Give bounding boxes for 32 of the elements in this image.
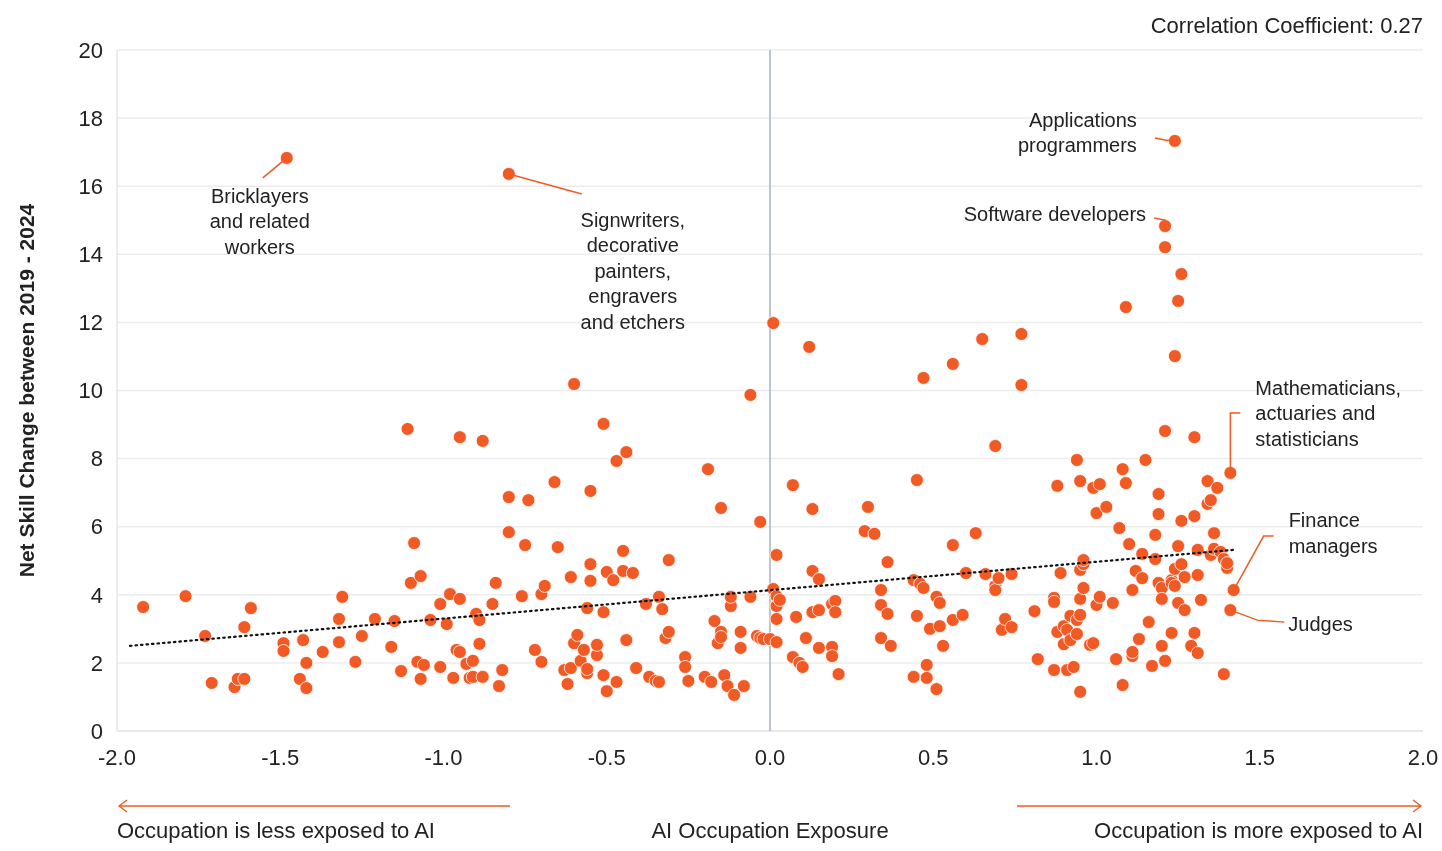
x-tick-label: 0.5: [917, 745, 949, 770]
annotation: Applications programmers: [1017, 108, 1137, 157]
x-tick-label: 2.0: [1407, 745, 1439, 770]
annotation: Mathematicians, actuaries and statisticians: [1255, 376, 1401, 450]
y-tick-label: 10: [78, 378, 103, 404]
y-tick-label: 0: [90, 718, 103, 744]
annotation: Judges: [1288, 613, 1353, 636]
y-axis-title: Net Skill Change between 2019 - 2024: [15, 203, 38, 578]
annotation: Bricklayers and related workers: [209, 184, 310, 258]
x-tick-label: -0.5: [587, 745, 626, 770]
x-tick-label: 1.5: [1244, 745, 1276, 770]
y-tick-label: 6: [90, 514, 103, 540]
x-tick-label: 0.0: [754, 745, 786, 770]
y-tick-label: 2: [90, 650, 103, 676]
y-tick-label: 12: [78, 310, 103, 336]
annotation: Software developers: [963, 203, 1147, 226]
x-tick-label: 1.0: [1081, 745, 1112, 770]
text: Occupation is more exposed to AI: [1094, 818, 1423, 843]
text: Correlation Coefficient: 0.27: [1150, 13, 1423, 38]
x-tick-label: -1.5: [261, 745, 300, 770]
text: Occupation is less exposed to AI: [117, 818, 435, 843]
annotation: Signwriters, decorative painters, engravers and etchers: [580, 208, 686, 333]
y-tick-label: 8: [90, 446, 103, 472]
x-axis-title: AI Occupation Exposure: [651, 818, 889, 843]
y-tick-label: 18: [78, 105, 103, 131]
y-tick-label: 20: [78, 37, 103, 63]
x-tick-label: -1.0: [424, 745, 463, 770]
x-tick-label: -2.0: [98, 745, 136, 770]
y-tick-label: 16: [78, 173, 103, 199]
annotation: Finance managers: [1288, 509, 1378, 557]
y-tick-label: 14: [78, 242, 103, 267]
y-tick-label: 4: [90, 582, 103, 608]
